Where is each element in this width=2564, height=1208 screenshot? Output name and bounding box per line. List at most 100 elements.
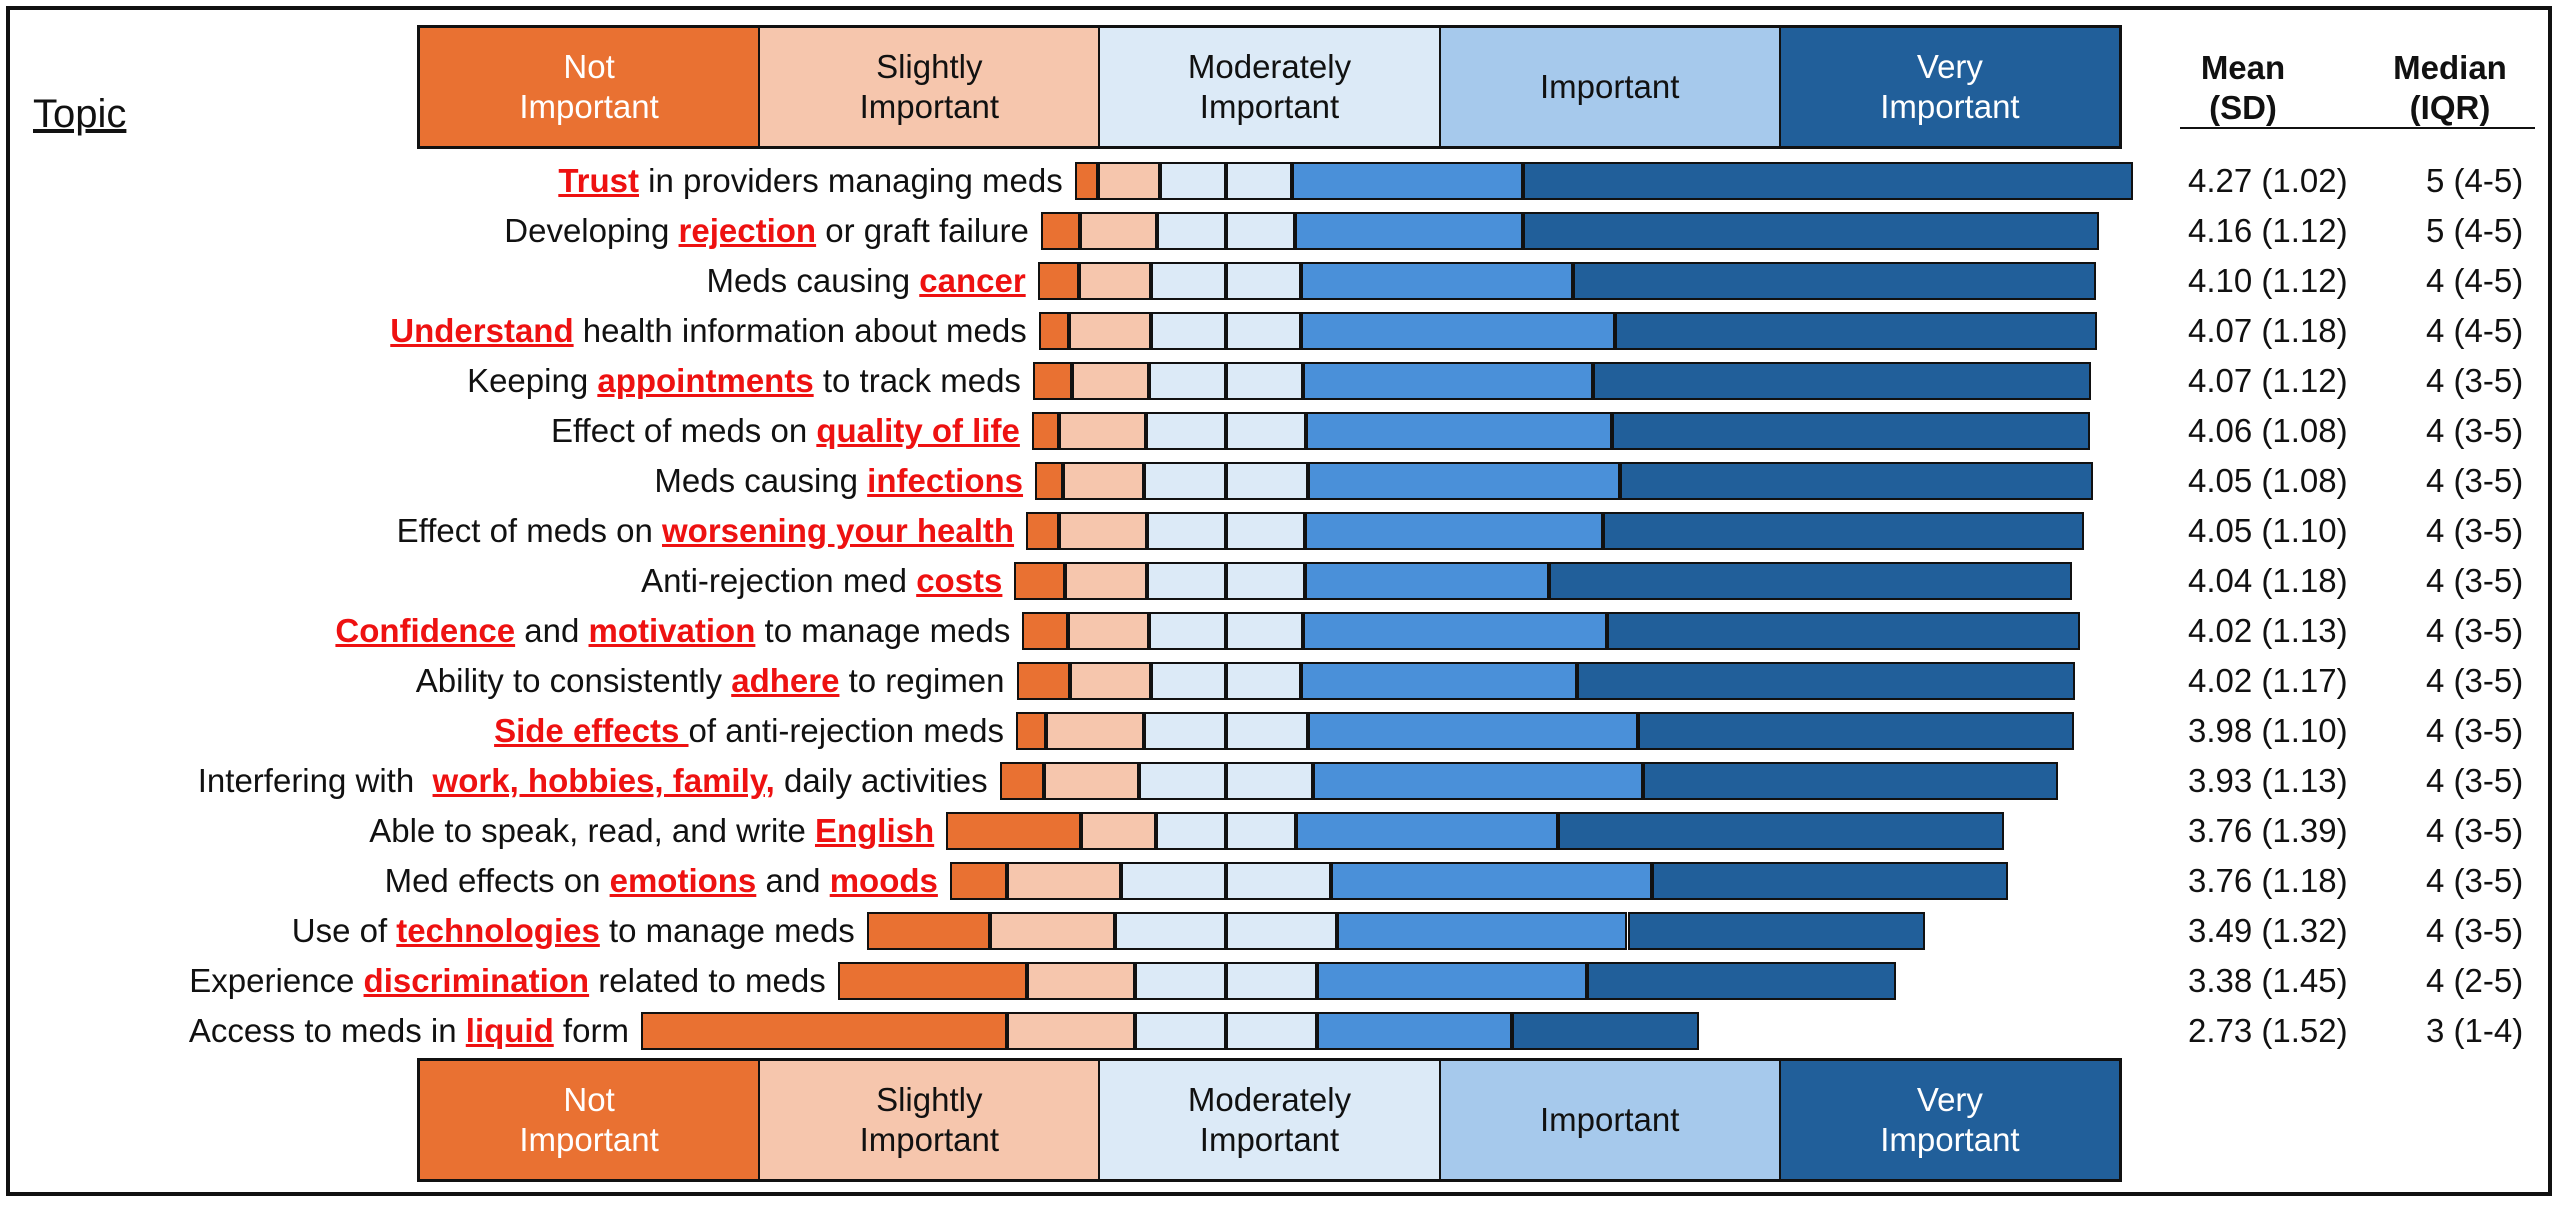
bar-segment-not: [1040, 212, 1080, 250]
bar-segment-moderately-right: [1226, 712, 1308, 750]
row-label: Interfering with work, hobbies, family, …: [198, 762, 988, 800]
highlighted-keyword: Trust: [558, 162, 639, 199]
median-iqr-header: Median (IQR): [2393, 49, 2507, 126]
highlighted-keyword: motivation: [588, 612, 756, 649]
highlighted-keyword: cancer: [919, 262, 1026, 299]
bar-segment-moderately-right: [1226, 412, 1306, 450]
bar-segment-very: [1592, 362, 2091, 400]
bar-segment-not: [1074, 162, 1098, 200]
bar-segment-moderately-left: [1149, 362, 1226, 400]
row-label: Able to speak, read, and write English: [369, 812, 934, 850]
highlighted-keyword: Understand: [390, 312, 574, 349]
bar-segment-slightly: [1045, 712, 1144, 750]
bar-segment-moderately-right: [1226, 162, 1292, 200]
bar-segment-slightly: [1044, 762, 1140, 800]
bar-segment-moderately-left: [1157, 212, 1226, 250]
legend-item-slightly: Slightly Important: [760, 28, 1101, 146]
median-iqr-value: 4 (4-5): [2426, 312, 2524, 349]
mean-sd-value: 3.76 (1.39): [2188, 812, 2348, 849]
bar-segment-not: [999, 762, 1044, 800]
bar-segment-not: [1032, 362, 1073, 400]
bar-segment-moderately-right: [1226, 262, 1302, 300]
bar-segment-not: [1026, 512, 1059, 550]
median-iqr-value: 4 (3-5): [2426, 662, 2524, 699]
mean-sd-value: 4.05 (1.08): [2188, 462, 2348, 499]
highlighted-keyword: moods: [829, 862, 938, 899]
bar-segment-moderately-left: [1146, 512, 1226, 550]
bar-segment-slightly: [1097, 162, 1161, 200]
bar-segment-important: [1305, 512, 1603, 550]
highlighted-keyword: emotions: [609, 862, 757, 899]
label-text: Able to speak, read, and write: [369, 812, 815, 849]
label-text: Anti-rejection med: [641, 562, 917, 599]
bar-segment-important: [1302, 612, 1608, 650]
bar-segment-not: [949, 862, 1007, 900]
bar-segment-moderately-right: [1226, 862, 1331, 900]
bar-segment-important: [1301, 662, 1578, 700]
label-text: Keeping: [467, 362, 598, 399]
bar-segment-slightly: [989, 912, 1116, 950]
legend-top: Not Important Slightly Important Moderatel…: [417, 25, 2122, 149]
bar-segment-slightly: [1080, 812, 1156, 850]
legend-item-moderately: Moderately Important: [1100, 1061, 1441, 1179]
mean-sd-value: 3.98 (1.10): [2188, 712, 2348, 749]
label-text: Developing: [504, 212, 679, 249]
mean-sd-value: 4.27 (1.02): [2188, 162, 2348, 199]
bar-segment-not: [1031, 412, 1060, 450]
bar-segment-slightly: [1067, 612, 1150, 650]
label-text: form: [553, 1012, 629, 1049]
bar-segment-moderately-left: [1121, 862, 1226, 900]
chart-frame: [6, 6, 2552, 1196]
bar-segment-important: [1330, 862, 1653, 900]
bar-segment-important: [1307, 712, 1639, 750]
bar-segment-very: [1511, 1012, 1699, 1050]
bar-segment-moderately-right: [1226, 512, 1306, 550]
bar-segment-very: [1577, 662, 2075, 700]
bar-segment-very: [1602, 512, 2085, 550]
label-text: to manage meds: [599, 912, 855, 949]
mean-sd-value: 4.06 (1.08): [2188, 412, 2348, 449]
bar-segment-not: [1014, 562, 1066, 600]
bar-segment-important: [1302, 362, 1593, 400]
bar-segment-important: [1307, 462, 1621, 500]
label-text: Access to meds in: [188, 1012, 466, 1049]
median-iqr-value: 4 (2-5): [2426, 962, 2524, 999]
median-iqr-value: 4 (3-5): [2426, 562, 2524, 599]
median-iqr-value: 4 (3-5): [2426, 712, 2524, 749]
bar-segment-important: [1336, 912, 1628, 950]
bar-segment-moderately-right: [1226, 562, 1306, 600]
bar-segment-slightly: [1027, 962, 1135, 1000]
label-text: Effect of meds on: [550, 412, 817, 449]
row-label: Meds causing cancer: [706, 262, 1025, 300]
bar-segment-important: [1312, 762, 1643, 800]
row-label: Anti-rejection med costs: [641, 562, 1002, 600]
bar-segment-not: [1038, 312, 1070, 350]
highlighted-keyword: Side effects: [494, 712, 689, 749]
bar-segment-very: [1548, 562, 2073, 600]
bar-segment-not: [866, 912, 990, 950]
bar-segment-moderately-left: [1146, 412, 1226, 450]
mean-sd-value: 3.76 (1.18): [2188, 862, 2348, 899]
bar-segment-slightly: [1079, 212, 1158, 250]
row-label: Ability to consistently adhere to regime…: [416, 662, 1005, 700]
label-text: health information about meds: [573, 312, 1027, 349]
median-iqr-value: 4 (3-5): [2426, 762, 2524, 799]
bar-segment-very: [1557, 812, 2005, 850]
label-text: or graft failure: [816, 212, 1029, 249]
legend-item-very: Very Important: [1780, 28, 2120, 146]
bar-segment-moderately-right: [1226, 762, 1313, 800]
row-label: Trust in providers managing meds: [558, 162, 1062, 200]
mean-sd-value: 3.38 (1.45): [2188, 962, 2348, 999]
bar-segment-moderately-right: [1226, 212, 1295, 250]
bar-segment-slightly: [1059, 412, 1147, 450]
row-label: Effect of meds on worsening your health: [397, 512, 1014, 550]
mean-sd-value: 4.10 (1.12): [2188, 262, 2348, 299]
bar-segment-very: [1573, 262, 2096, 300]
bar-segment-slightly: [1062, 462, 1144, 500]
label-text: Use of: [291, 912, 397, 949]
bar-segment-moderately-left: [1160, 162, 1226, 200]
label-text: daily activities: [774, 762, 988, 799]
median-iqr-value: 5 (4-5): [2426, 162, 2524, 199]
label-text: Interfering with: [197, 762, 433, 799]
highlighted-keyword: infections: [867, 462, 1024, 499]
